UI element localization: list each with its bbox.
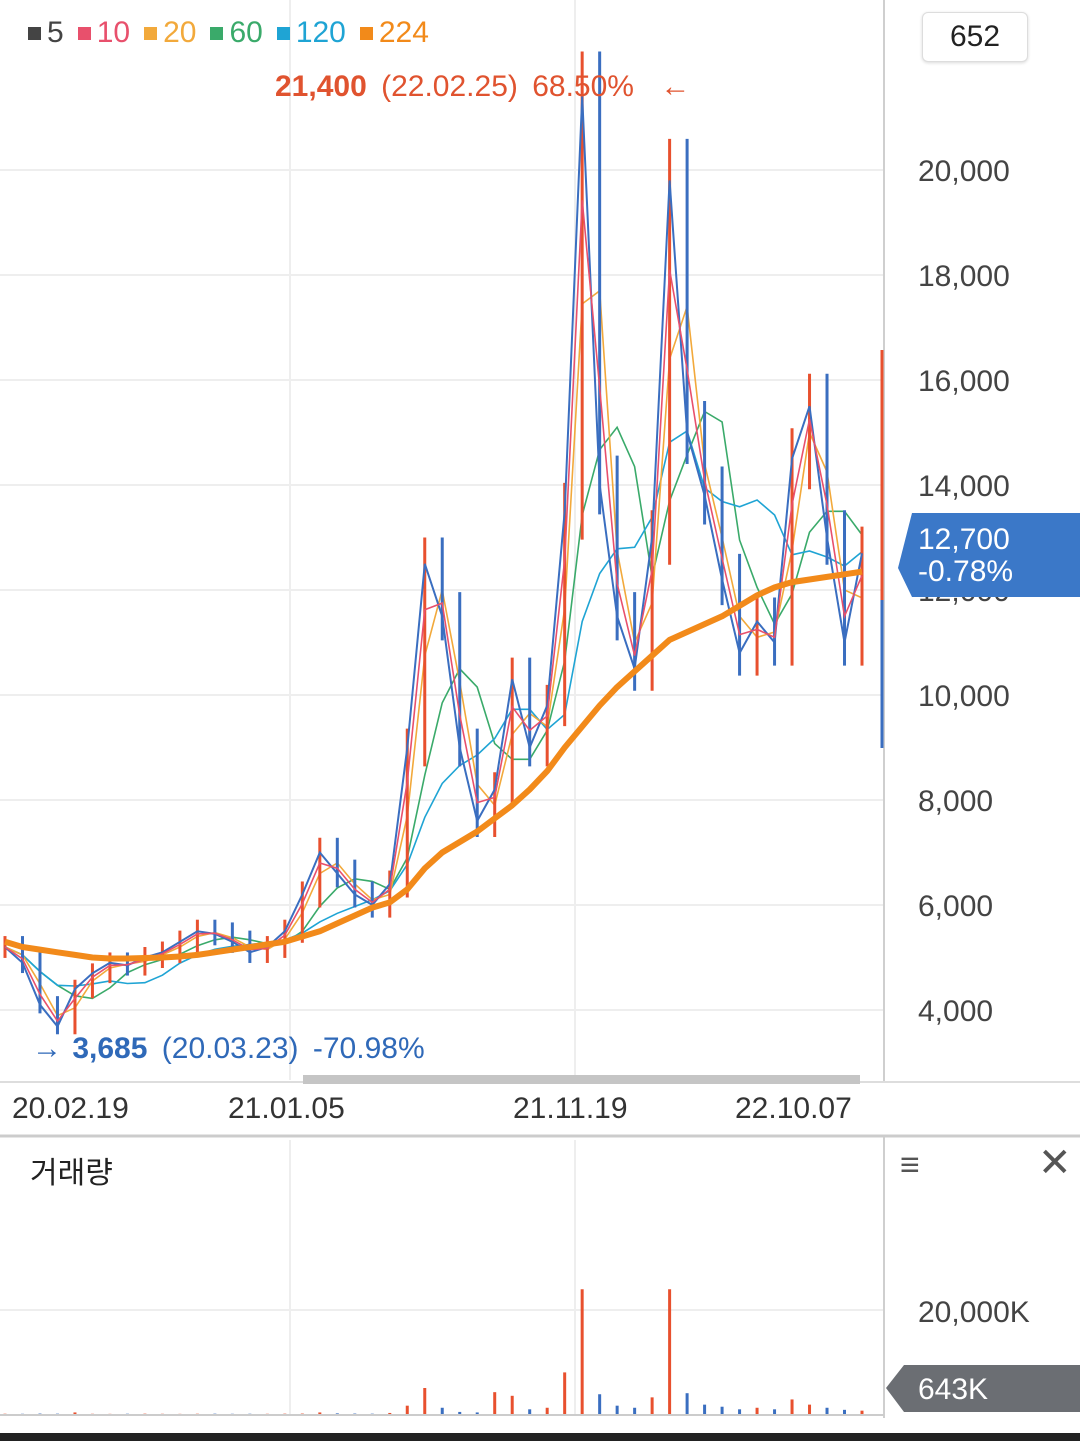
- legend-item-ma60[interactable]: 60: [210, 16, 263, 50]
- low-price: 3,685: [72, 1032, 147, 1065]
- x-tick-label: 22.10.07: [735, 1092, 852, 1125]
- legend-label: 60: [229, 16, 263, 49]
- legend-label: 5: [47, 16, 64, 49]
- x-tick-label: 21.11.19: [513, 1092, 628, 1125]
- current-price-value: 12,700: [918, 523, 1010, 556]
- price-tick-label: 6,000: [918, 890, 993, 923]
- current-volume-value: 643K: [918, 1373, 988, 1406]
- volume-bars-layer: [3, 1289, 864, 1414]
- ma120-line: [4, 429, 863, 987]
- period-selector[interactable]: 652: [922, 12, 1028, 62]
- menu-icon[interactable]: ≡: [900, 1146, 920, 1184]
- legend-label: 20: [163, 16, 197, 49]
- legend-label: 120: [295, 16, 346, 49]
- legend-item-ma5[interactable]: 5: [28, 16, 64, 50]
- price-tick-label: 4,000: [918, 995, 993, 1028]
- ma224-line: [4, 568, 863, 962]
- legend-swatch: [210, 26, 224, 40]
- high-annotation: 21,400 (22.02.25) 68.50% ←: [275, 70, 690, 103]
- legend-swatch: [28, 26, 41, 40]
- volume-tick-label: 20,000K: [918, 1296, 1030, 1329]
- legend-label: 10: [96, 16, 131, 49]
- chart-scrollbar[interactable]: [303, 1075, 860, 1084]
- current-price-change: -0.78%: [918, 555, 1013, 588]
- legend-item-ma224[interactable]: 224: [359, 16, 429, 50]
- legend-swatch: [77, 26, 91, 40]
- high-date: (22.02.25): [381, 70, 518, 103]
- price-axis-labels: 4,0006,0008,00010,00012,00014,00016,0001…: [918, 155, 1010, 1028]
- low-arrow-icon: →: [32, 1032, 62, 1065]
- legend-item-ma10[interactable]: 10: [77, 16, 131, 50]
- legend-swatch: [276, 26, 290, 40]
- legend-item-ma120[interactable]: 120: [276, 16, 346, 50]
- legend-label: 224: [378, 16, 429, 49]
- price-tick-label: 16,000: [918, 365, 1010, 398]
- low-annotation: → 3,685 (20.03.23) -70.98%: [32, 1032, 425, 1065]
- close-icon[interactable]: ✕: [1038, 1141, 1072, 1185]
- ma60-line: [4, 410, 863, 1000]
- volume-panel-title: 거래량: [30, 1157, 113, 1190]
- low-date: (20.03.23): [162, 1032, 299, 1065]
- legend-swatch: [144, 26, 158, 40]
- price-tick-label: 14,000: [918, 470, 1010, 503]
- x-tick-label: 20.02.19: [12, 1092, 129, 1125]
- price-series-layer: [3, 51, 864, 1035]
- high-arrow-icon: ←: [660, 70, 690, 103]
- moving-average-legend: 5 10 20 60 120 224: [28, 16, 429, 50]
- legend-item-ma20[interactable]: 20: [144, 16, 196, 50]
- price-tick-label: 8,000: [918, 785, 993, 818]
- bottom-edge: [0, 1433, 1080, 1441]
- current-price-badge: [898, 513, 1080, 597]
- high-pct: 68.50%: [532, 70, 634, 103]
- price-tick-label: 20,000: [918, 155, 1010, 188]
- ma20-line: [4, 289, 863, 1017]
- price-tick-label: 18,000: [918, 260, 1010, 293]
- price-tick-label: 10,000: [918, 680, 1010, 713]
- current-volume-badge: [886, 1365, 1080, 1412]
- high-price: 21,400: [275, 70, 367, 103]
- low-pct: -70.98%: [313, 1032, 425, 1065]
- ma5-price-line: [4, 96, 863, 1029]
- legend-swatch: [359, 26, 373, 40]
- x-tick-label: 21.01.05: [228, 1092, 345, 1125]
